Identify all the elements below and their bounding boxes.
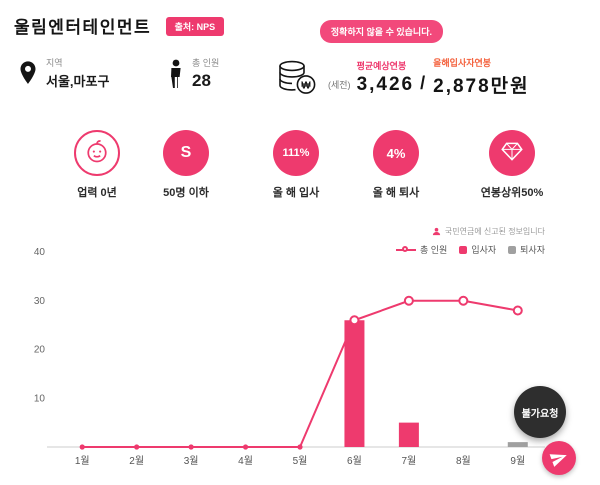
person-icon [168,59,184,89]
stat-label-company-size: 50명 이하 [163,187,209,199]
svg-text:6월: 6월 [347,455,362,467]
stat-circle-company-age [74,130,120,176]
svg-text:1월: 1월 [75,455,90,467]
source-badge: 출처: NPS [165,17,225,36]
chart-legend: 총 인원 입사자 퇴사자 [395,243,545,256]
gem-icon [499,138,525,169]
stat-salary-rank: 연봉상위50% [466,130,558,200]
line-marker-icon [395,245,416,252]
stat-label-company-age: 업력 0년 [77,187,117,199]
legend-hired: 입사자 [459,243,496,256]
stat-circle-salary-rank [489,130,535,176]
header: 울림엔터테인먼트 출처: NPS 정확하지 않을 수 있습니다. [14,13,586,45]
stat-label-salary-rank: 연봉상위50% [480,187,544,199]
legend-quit: 퇴사자 [508,243,545,256]
legend-hired-label: 입사자 [471,245,497,255]
svg-text:7월: 7월 [402,455,417,467]
unavailable-request-label: 불가요청 [521,408,559,420]
svg-text:20: 20 [34,345,46,356]
baby-face-icon [83,137,111,170]
quit-rate-value: 4% [386,145,406,161]
chart-note-text: 국민연금에 신고된 정보입니다 [444,227,545,236]
svg-text:3월: 3월 [184,455,199,467]
send-button[interactable] [542,441,576,475]
hire-rate-value: 111% [282,147,310,159]
location-info: 지역 서울,마포구 [18,56,109,90]
stat-circle-hire-rate: 111% [273,130,319,176]
svg-text:10: 10 [34,393,46,404]
headcount-info: 총 인원 28 [168,56,219,91]
location-pin-icon [18,59,38,87]
stat-quit-rate: 4% 올 해 퇴사 [350,130,442,200]
company-size-letter: S [180,144,192,161]
stat-label-quit-rate: 올 해 퇴사 [372,187,420,199]
location-value: 서울,마포구 [46,74,110,89]
pink-swatch-icon [459,245,468,254]
stat-circle-company-size: S [163,130,209,176]
stat-circle-quit-rate: 4% [373,130,419,176]
svg-text:4월: 4월 [238,455,253,467]
paper-plane-icon [549,454,567,467]
headcount-value: 28 [192,71,211,90]
average-salary: 평균예상연봉 3,426 [357,59,415,96]
salary-separator: / [420,72,426,93]
stat-company-age: 업력 0년 [51,130,143,200]
stat-company-size: S 50명 이하 [140,130,232,200]
accuracy-notice-badge: 정확하지 않을 수 있습니다. [319,20,443,43]
gray-swatch-icon [508,245,517,254]
stat-hire-rate: 111% 올 해 입사 [250,130,342,200]
company-name: 울림엔터테인먼트 [14,18,152,37]
unavailable-request-badge[interactable]: 불가요청 [514,386,566,438]
newhire-salary: 올해입사자연봉 2,878만원 [433,56,530,98]
newhire-salary-value: 2,878만원 [433,76,530,97]
stat-label-hire-rate: 올 해 입사 [272,187,320,199]
legend-quit-label: 퇴사자 [520,245,545,255]
average-salary-label: 평균예상연봉 [356,60,407,71]
headcount-label: 총 인원 [192,58,220,68]
salary-info: ₩ (세전) 평균예상연봉 3,426 / 올해입사자연봉 2,878만원 [276,56,530,98]
info-row: 지역 서울,마포구 총 인원 28 [0,56,600,104]
svg-text:30: 30 [34,296,46,307]
svg-text:₩: ₩ [301,80,311,91]
svg-text:2월: 2월 [129,455,144,467]
legend-total-label: 총 인원 [419,245,448,255]
svg-text:40: 40 [34,247,46,258]
svg-text:9월: 9월 [510,455,525,467]
svg-text:8월: 8월 [456,455,471,467]
coins-icon: ₩ [276,59,316,95]
stats-row: 업력 0년 S 50명 이하 111% 올 해 입사 4% 올 해 퇴사 [0,130,600,200]
headcount-chart: 국민연금에 신고된 정보입니다 총 인원 입사자 퇴사자 10 20 30 40 1월 2… [0,222,600,480]
nps-note-icon [432,227,440,236]
newhire-salary-label: 올해입사자연봉 [433,58,492,68]
svg-text:5월: 5월 [293,455,308,467]
legend-total: 총 인원 [395,243,448,256]
chart-canvas: 10 20 30 40 1월 2월 3월 4월 5월 6월 7월 8월 9월 [34,247,545,467]
headcount-text: 총 인원 28 [192,56,219,91]
location-label: 지역 [46,58,63,68]
location-text: 지역 서울,마포구 [46,56,109,90]
pretax-label: (세전) [328,79,351,90]
average-salary-value: 3,426 [356,73,415,95]
chart-note: 국민연금에 신고된 정보입니다 [432,226,545,237]
